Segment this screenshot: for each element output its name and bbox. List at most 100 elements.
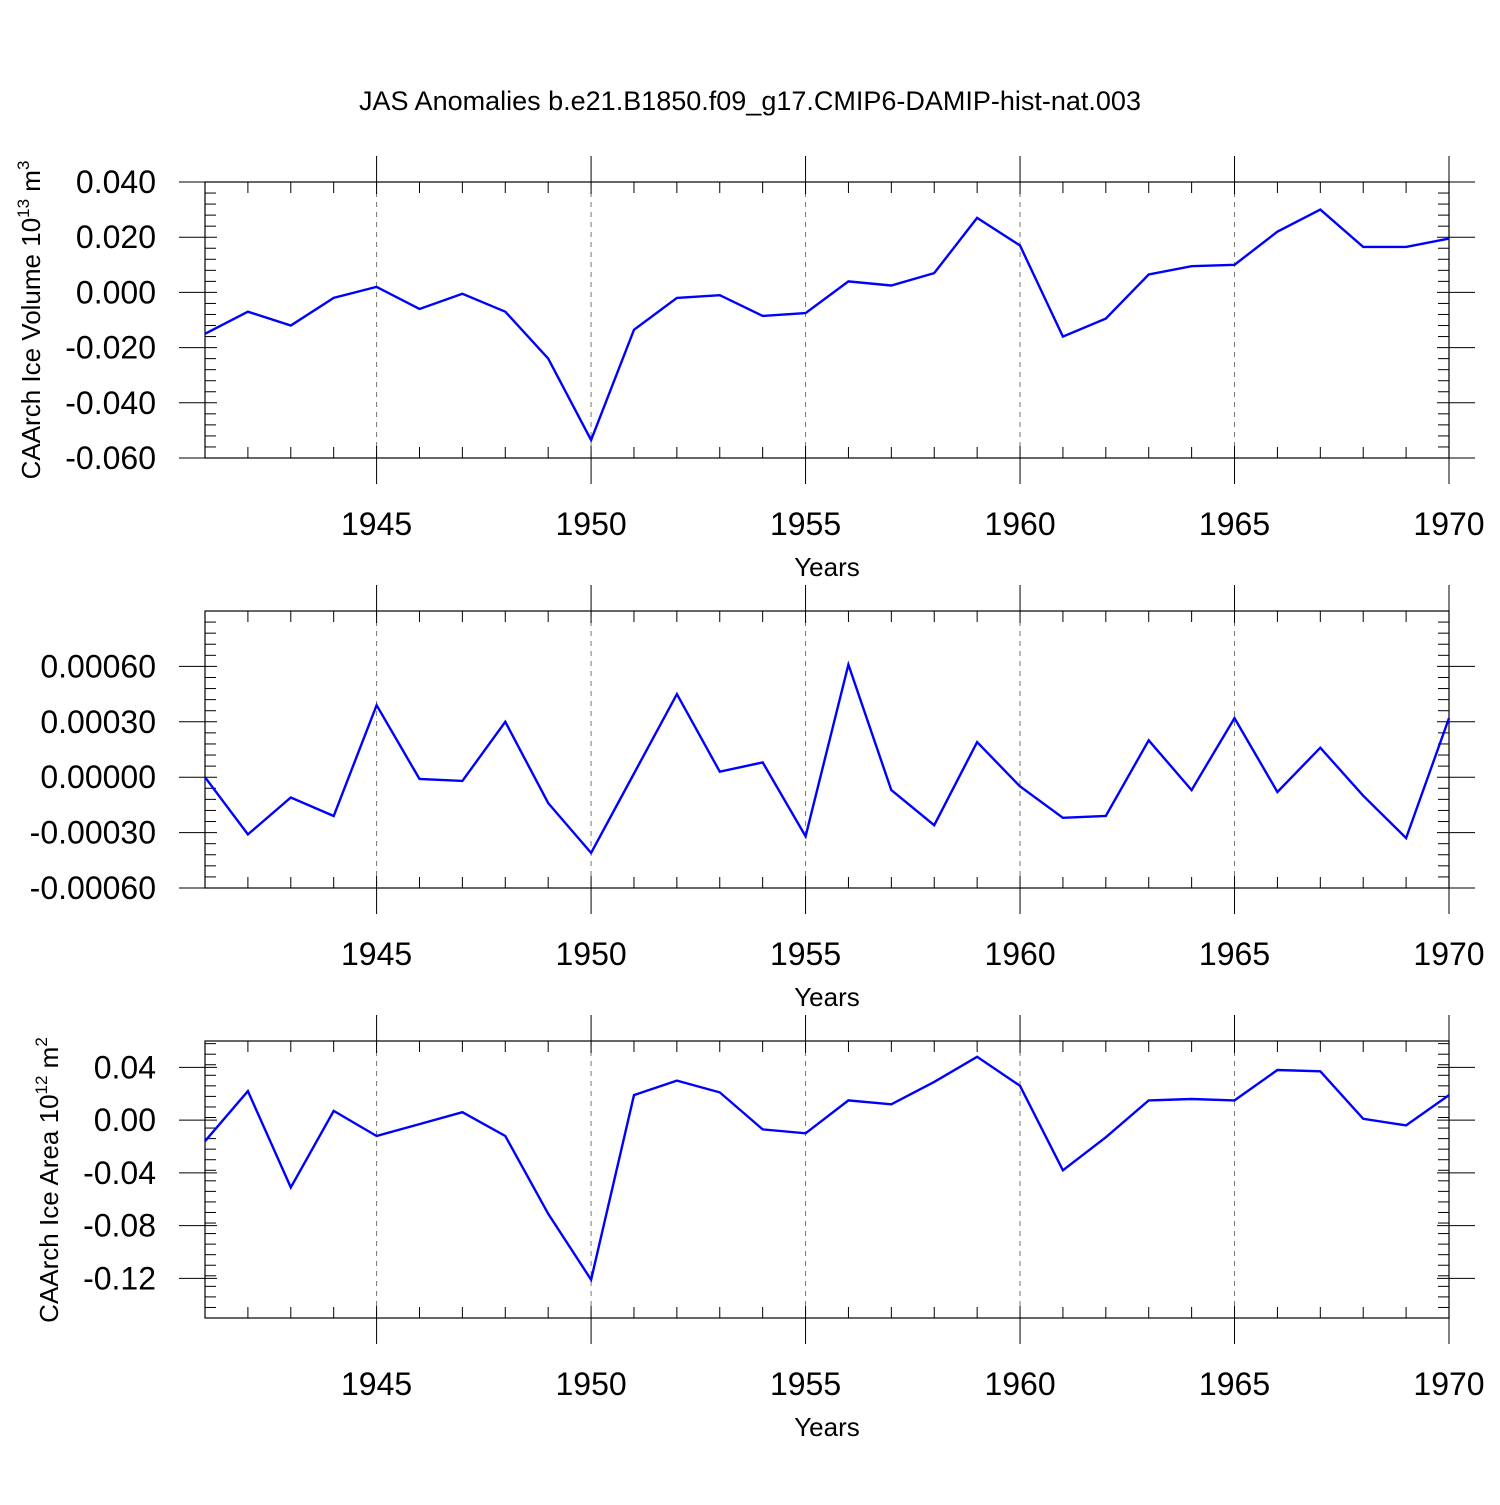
data-point-1941 (203, 1139, 207, 1143)
x-tick-label: 1960 (984, 506, 1055, 542)
data-point-1942 (246, 832, 250, 836)
x-tick-label: 1970 (1413, 1366, 1484, 1402)
data-point-1952 (675, 296, 679, 300)
x-tick-label: 1955 (770, 506, 841, 542)
data-point-1950 (589, 851, 593, 855)
x-tick-label: 1950 (555, 1366, 626, 1402)
data-point-1969 (1404, 245, 1408, 249)
data-point-1969 (1404, 1123, 1408, 1127)
data-point-1952 (675, 1079, 679, 1083)
data-point-1952 (675, 692, 679, 696)
data-point-1959 (975, 216, 979, 220)
data-point-1966 (1275, 230, 1279, 234)
data-point-1957 (889, 1102, 893, 1106)
data-point-1947 (460, 292, 464, 296)
x-tick-label: 1945 (341, 936, 412, 972)
x-axis-title: Years (794, 982, 860, 1012)
data-point-1962 (1104, 814, 1108, 818)
data-point-1954 (761, 1127, 765, 1131)
data-point-1955 (804, 1131, 808, 1135)
data-point-1961 (1061, 335, 1065, 339)
y-tick-label: 0.00060 (40, 648, 156, 684)
x-tick-label: 1965 (1199, 936, 1270, 972)
y-tick-label: 0.040 (76, 164, 156, 200)
plot-frame (204, 1040, 1450, 1319)
data-point-1943 (289, 1185, 293, 1189)
data-point-1970 (1447, 716, 1451, 720)
data-point-1963 (1147, 1098, 1151, 1102)
data-point-1942 (246, 310, 250, 314)
data-point-1961 (1061, 1168, 1065, 1172)
plot-frame (204, 181, 1450, 459)
data-point-1964 (1190, 1097, 1194, 1101)
data-point-1951 (632, 328, 636, 332)
data-point-1970 (1447, 1093, 1451, 1097)
x-tick-label: 1970 (1413, 936, 1484, 972)
data-point-1956 (846, 663, 850, 667)
data-point-1956 (846, 279, 850, 283)
x-tick-label: 1965 (1199, 506, 1270, 542)
chart-panel-2: 1945 1950 1955 1960 1965 1970 0.00060 0.00030 0.… (30, 585, 1485, 1012)
data-point-1957 (889, 788, 893, 792)
data-point-1953 (718, 293, 722, 297)
data-point-1954 (761, 314, 765, 318)
data-point-1949 (546, 801, 550, 805)
x-tick-label: 1960 (984, 1366, 1055, 1402)
data-point-1949 (546, 357, 550, 361)
data-point-1967 (1318, 208, 1322, 212)
y-axis-title: CAArch Ice Area 1012 m2 (32, 1037, 64, 1323)
series-line (204, 660, 1451, 856)
data-point-1948 (503, 310, 507, 314)
x-axis-title: Years (794, 1412, 860, 1442)
data-point-1941 (203, 332, 207, 336)
data-point-1960 (1018, 244, 1022, 248)
y-tick-label: -0.00030 (30, 815, 156, 851)
y-tick-label: 0.00000 (40, 759, 156, 795)
data-point-1950 (589, 438, 593, 442)
data-point-1955 (804, 311, 808, 315)
data-point-1944 (332, 814, 336, 818)
chart-panel-3: 1945 1950 1955 1960 1965 1970 0.04 0.00 -0.04 -0.… (32, 1015, 1485, 1442)
data-point-1953 (718, 1090, 722, 1094)
y-tick-label: 0.00030 (40, 704, 156, 740)
y-tick-label: -0.060 (65, 440, 156, 476)
series-line (204, 1055, 1450, 1283)
data-point-1961 (1061, 816, 1065, 820)
data-point-1955 (804, 834, 808, 838)
x-tick-label: 1960 (984, 936, 1055, 972)
x-tick-label: 1955 (770, 1366, 841, 1402)
y-tick-label: 0.000 (76, 274, 156, 310)
data-point-1951 (632, 772, 636, 776)
data-point-1948 (503, 1134, 507, 1138)
y-tick-label: -0.00060 (30, 870, 156, 906)
data-point-1947 (460, 1110, 464, 1114)
data-point-1962 (1104, 1135, 1108, 1139)
y-tick-label: 0.020 (76, 219, 156, 255)
chart-panel-1: 1945 1950 1955 1960 1965 1970 0.040 0.020 0.000 -… (14, 156, 1485, 582)
x-tick-label: 1950 (555, 506, 626, 542)
series-line (204, 208, 1450, 443)
data-point-1963 (1147, 738, 1151, 742)
data-point-1943 (289, 324, 293, 328)
data-point-1968 (1361, 245, 1365, 249)
data-point-1951 (632, 1093, 636, 1097)
data-point-1949 (546, 1212, 550, 1216)
data-point-1968 (1361, 1117, 1365, 1121)
data-point-1959 (975, 1055, 979, 1059)
data-point-1965 (1233, 1098, 1237, 1102)
data-point-1946 (418, 307, 422, 311)
data-point-1943 (289, 796, 293, 800)
data-point-1944 (332, 1109, 336, 1113)
data-point-1966 (1275, 790, 1279, 794)
data-point-1945 (375, 1134, 379, 1138)
chart-title: JAS Anomalies b.e21.B1850.f09_g17.CMIP6-… (359, 86, 1141, 116)
data-point-1960 (1018, 1084, 1022, 1088)
x-tick-label: 1970 (1413, 506, 1484, 542)
data-point-1945 (375, 285, 379, 289)
data-point-1962 (1104, 317, 1108, 321)
data-point-1967 (1318, 746, 1322, 750)
x-tick-label: 1955 (770, 936, 841, 972)
y-tick-label: -0.08 (83, 1208, 156, 1244)
data-point-1946 (418, 777, 422, 781)
data-point-1969 (1404, 836, 1408, 840)
